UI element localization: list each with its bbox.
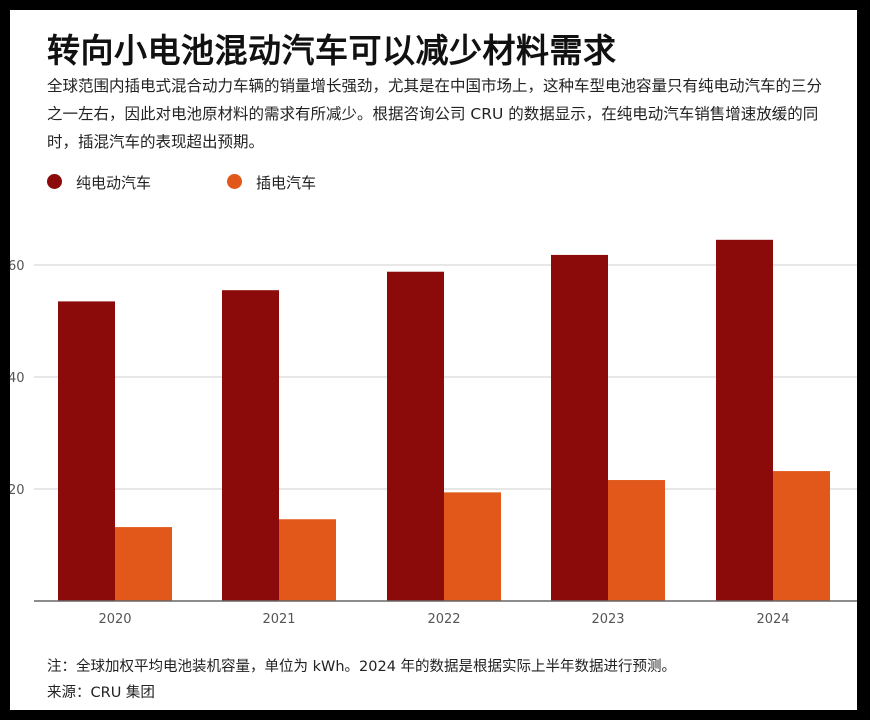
x-tick-label: 2024 (756, 612, 789, 627)
bar-bev (716, 239, 773, 602)
legend-swatch-bev (47, 174, 62, 189)
x-tick-label: 2021 (262, 612, 295, 627)
bar-phev (115, 527, 172, 601)
bar-phev (444, 492, 501, 601)
y-tick-label: 20 (10, 483, 25, 498)
x-tick-label: 2022 (427, 612, 460, 627)
bar-phev (608, 480, 665, 601)
bar-phev (279, 519, 336, 601)
legend-swatch-phev (227, 174, 242, 189)
x-tick-label: 2023 (591, 612, 624, 627)
legend-label-bev: 纯电动汽车 (76, 174, 152, 192)
bar-chart: 20 40 60 2020 2021 2022 2023 2024 (10, 239, 857, 627)
chart-card: 转向小电池混动汽车可以减少材料需求 全球范围内插电式混合动力车辆的销量增长强劲，… (10, 10, 857, 710)
bar-bev (58, 301, 115, 601)
chart-subtitle: 全球范围内插电式混合动力车辆的销量增长强劲，尤其是在中国市场上，这种车型电池容量… (47, 77, 823, 151)
bar-bev (222, 290, 279, 601)
bar-phev (773, 471, 830, 601)
x-tick-label: 2020 (98, 612, 131, 627)
footnote: 注：全球加权平均电池装机容量，单位为 kWh。2024 年的数据是根据实际上半年… (47, 659, 677, 675)
y-tick-label: 40 (10, 371, 25, 386)
bar-bev (387, 271, 444, 601)
source-note: 来源：CRU 集团 (47, 685, 155, 701)
chart-title: 转向小电池混动汽车可以减少材料需求 (47, 31, 617, 70)
y-tick-label: 60 (10, 259, 25, 274)
bar-bev (551, 254, 608, 602)
legend-label-phev: 插电汽车 (256, 174, 317, 192)
